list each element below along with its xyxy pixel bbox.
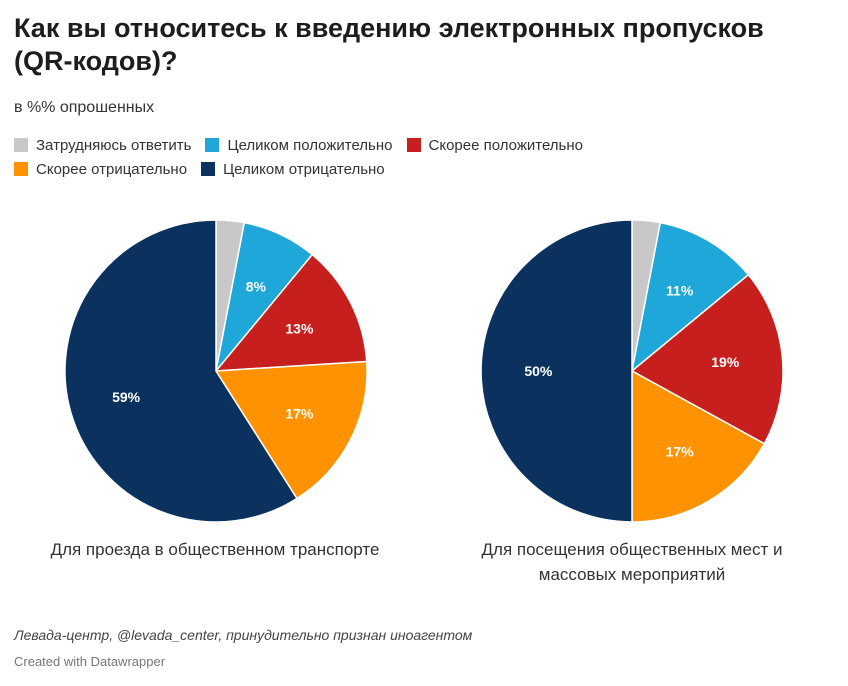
legend-swatch-fully-positive <box>205 138 220 152</box>
legend-row-1: Затрудняюсь ответить Целиком положительн… <box>14 133 714 157</box>
legend-item-fully-negative: Целиком отрицательно <box>201 161 385 178</box>
legend-swatch-rather-positive <box>406 138 421 152</box>
pie-label-public-places-rather-negative: 17% <box>666 444 695 460</box>
pie-slice-public-places-fully-negative <box>480 219 633 523</box>
pie-label-transport-rather-positive: 13% <box>285 320 314 336</box>
legend-swatch-rather-negative <box>14 162 28 176</box>
legend-item-rather-positive: Скорее положительно <box>406 136 583 154</box>
legend-label-dont-know: Затрудняюсь ответить <box>36 136 192 154</box>
chart-subtitle: в %% опрошенных <box>14 99 155 116</box>
legend-swatch-dont-know <box>14 138 28 152</box>
legend-item-rather-negative: Скорее отрицательно <box>14 161 187 178</box>
legend-item-dont-know: Затрудняюсь ответить <box>14 137 191 154</box>
pie-slice-public-places-fully-positive <box>630 221 750 373</box>
legend-label-rather-negative: Скорее отрицательно <box>36 160 188 178</box>
legend-swatch-fully-negative <box>201 162 216 176</box>
pie-label-public-places-fully-negative: 50% <box>524 363 553 379</box>
pie-label-public-places-rather-positive: 19% <box>711 354 740 370</box>
legend-row-2: Скорее отрицательно Целиком отрицательно <box>14 157 714 181</box>
pie-label-transport-fully-negative: 59% <box>112 389 141 405</box>
pie-label-transport-rather-negative: 17% <box>285 406 314 422</box>
legend: Затрудняюсь ответить Целиком положительн… <box>14 133 714 181</box>
pie-slice-transport-rather-negative <box>214 360 368 500</box>
pie-label-transport-fully-positive: 8% <box>246 278 267 294</box>
pie-caption-transport: Для проезда в общественном транспорте <box>50 540 380 559</box>
pie-slice-public-places-rather-negative <box>631 369 766 523</box>
pie-label-public-places-fully-positive: 11% <box>666 282 694 298</box>
pie-slice-transport-fully-negative <box>64 219 298 523</box>
pie-slice-transport-rather-positive <box>214 253 368 372</box>
pie-caption-public-places: Для посещения общественных мест и массов… <box>481 540 783 584</box>
source-note: Левада-центр, @levada_center, принудител… <box>14 627 473 643</box>
legend-item-fully-positive: Целиком положительно <box>205 136 393 154</box>
datawrapper-credit: Created with Datawrapper <box>14 654 166 669</box>
chart-title: Как вы относитесь к введению электронных… <box>14 13 764 76</box>
legend-label-fully-positive: Целиком положительно <box>227 136 393 154</box>
legend-label-rather-positive: Скорее положительно <box>428 136 583 154</box>
legend-label-fully-negative: Целиком отрицательно <box>223 160 385 178</box>
pie-slice-public-places-rather-positive <box>630 273 784 445</box>
